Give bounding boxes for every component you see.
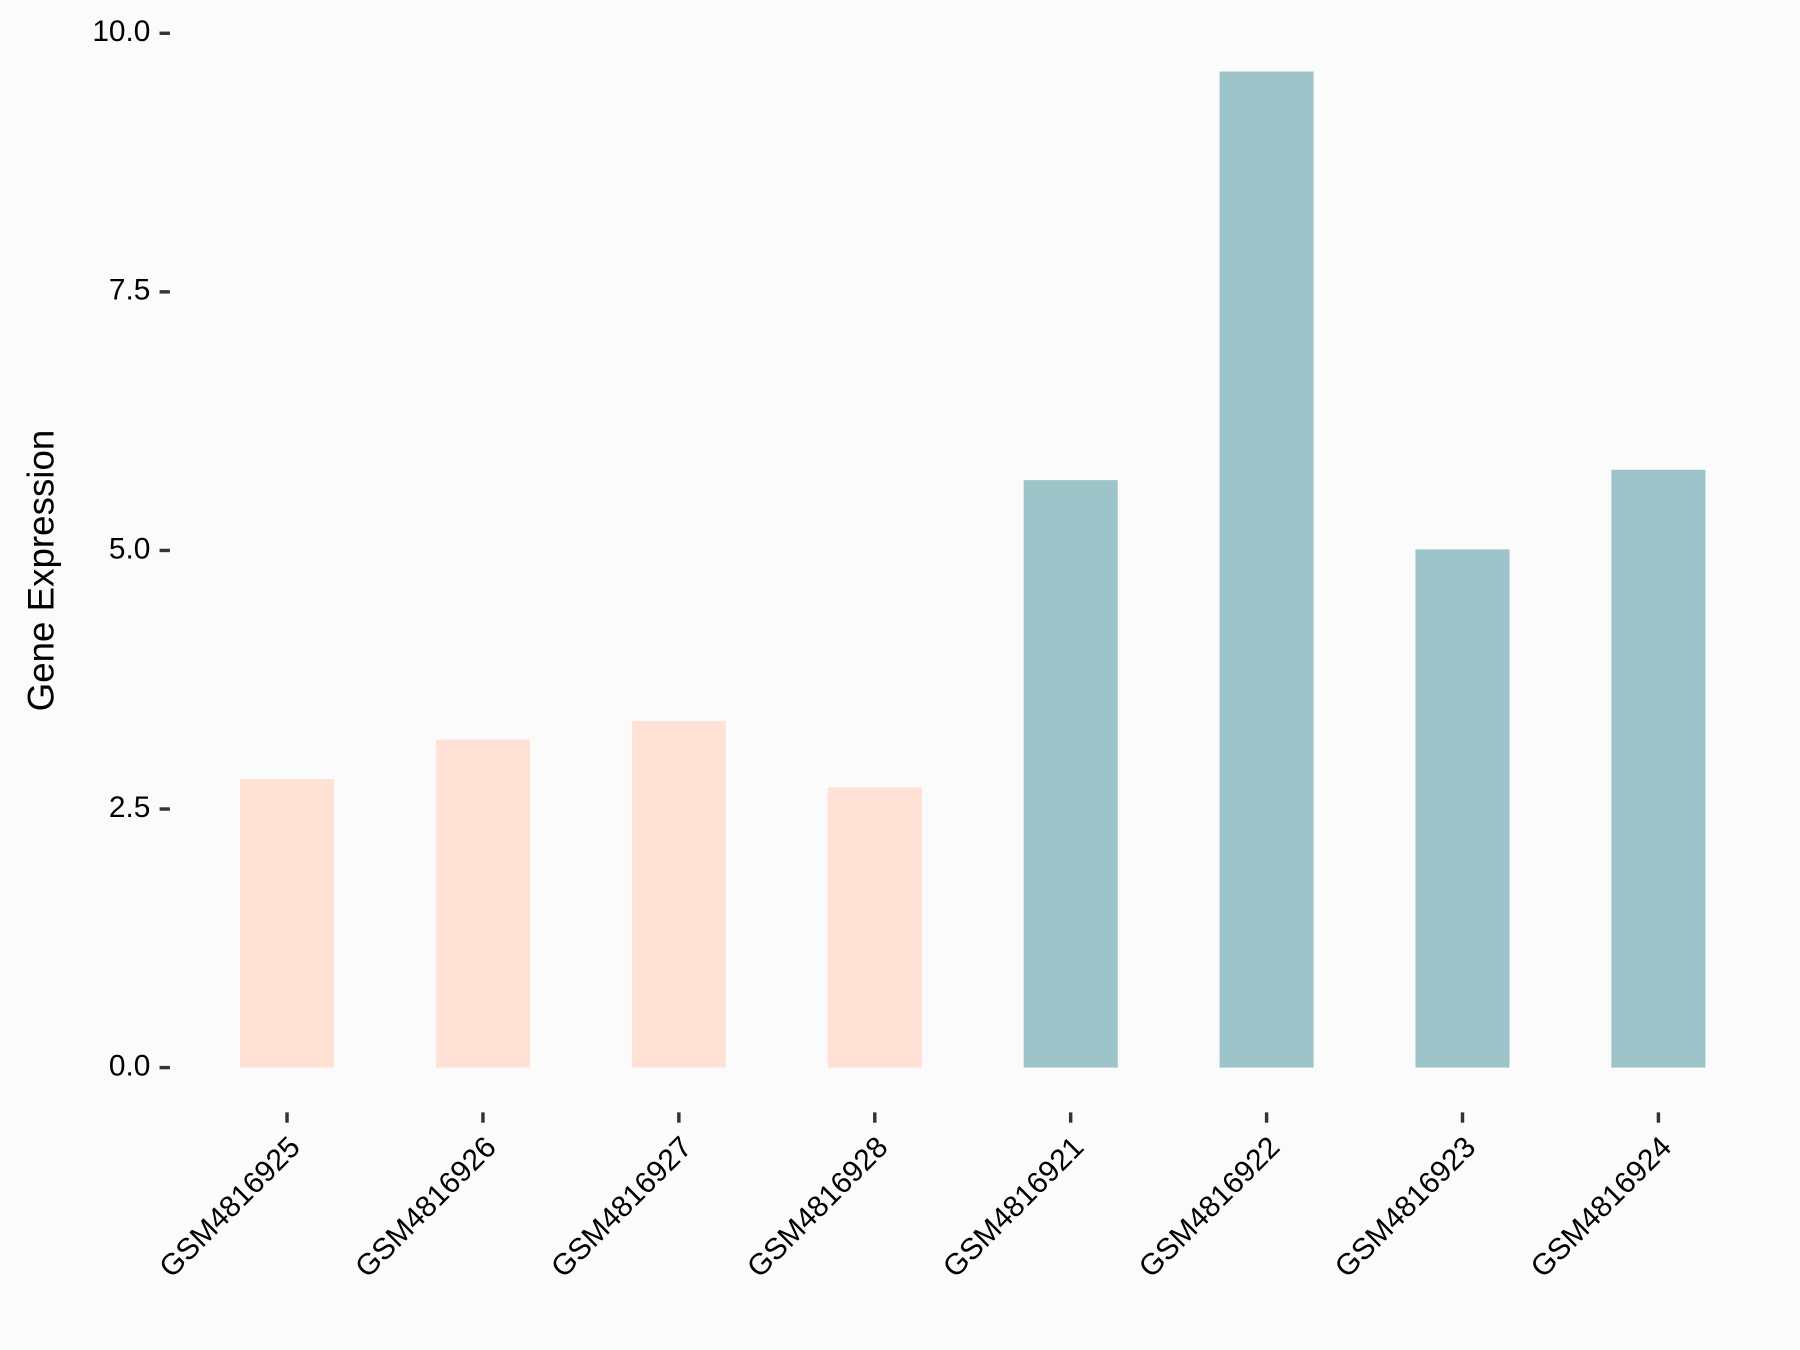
bar (240, 779, 335, 1068)
bar (827, 787, 922, 1068)
y-tick-label: 5.0 (109, 532, 150, 565)
bar (1219, 71, 1314, 1068)
y-tick-label: 10.0 (92, 15, 150, 48)
bar (435, 739, 530, 1068)
bar (1611, 469, 1706, 1068)
y-tick-label: 7.5 (109, 274, 150, 307)
bar (1415, 549, 1510, 1068)
y-axis-title: Gene Expression (20, 430, 61, 712)
y-tick-label: 0.0 (109, 1049, 150, 1082)
y-tick-label: 2.5 (109, 791, 150, 824)
bar (631, 721, 726, 1068)
bar (1023, 480, 1118, 1068)
